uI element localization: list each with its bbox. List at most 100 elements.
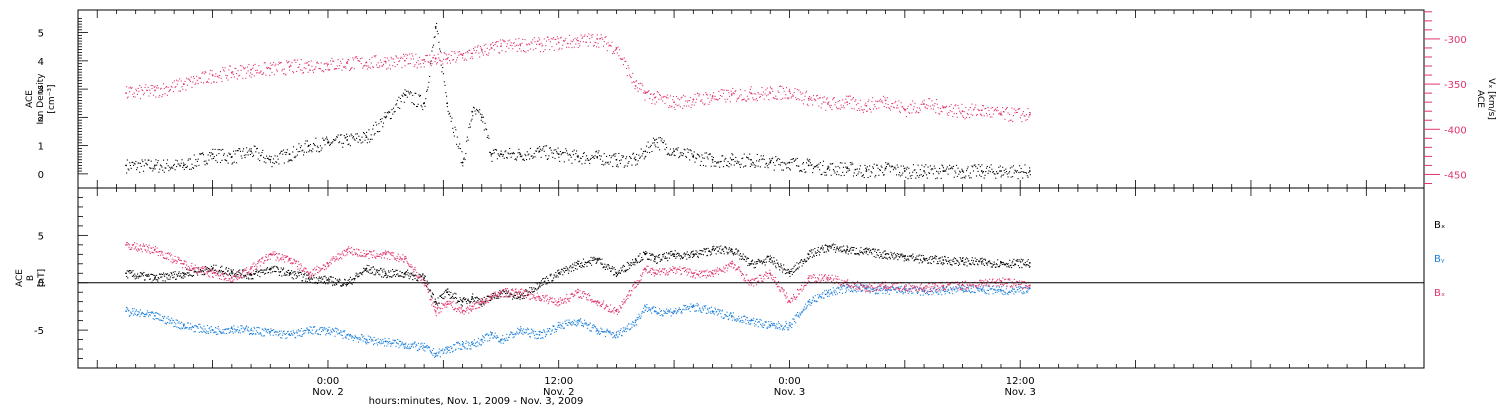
- data-point: [704, 251, 706, 253]
- data-point: [131, 271, 133, 273]
- data-point: [574, 37, 576, 39]
- data-point: [648, 147, 650, 149]
- data-point: [252, 330, 254, 332]
- data-point: [360, 273, 362, 275]
- data-point: [209, 269, 211, 272]
- data-point: [430, 351, 432, 353]
- data-point: [705, 165, 707, 167]
- data-point: [322, 71, 325, 73]
- data-point: [246, 147, 248, 149]
- data-point: [362, 67, 364, 69]
- data-point: [164, 315, 166, 317]
- data-point: [267, 271, 270, 274]
- data-point: [507, 296, 509, 298]
- data-point: [869, 250, 871, 252]
- data-point: [462, 297, 465, 299]
- data-point: [897, 253, 900, 256]
- data-point: [611, 155, 613, 157]
- data-point: [535, 47, 537, 49]
- data-point: [456, 302, 458, 304]
- data-point: [399, 60, 401, 62]
- data-point: [495, 148, 497, 151]
- data-point: [478, 342, 480, 344]
- data-point: [806, 158, 808, 160]
- data-point: [901, 253, 903, 255]
- data-point: [603, 153, 605, 155]
- data-point: [971, 103, 973, 105]
- data-point: [983, 264, 985, 267]
- data-point: [235, 273, 237, 275]
- data-point: [823, 171, 825, 173]
- data-point: [954, 263, 956, 265]
- data-point: [812, 168, 815, 170]
- data-point: [205, 330, 207, 332]
- data-point: [315, 330, 317, 332]
- data-point: [410, 92, 412, 94]
- data-point: [390, 270, 392, 272]
- data-point: [433, 36, 435, 38]
- data-point: [357, 60, 359, 62]
- data-point: [427, 347, 429, 349]
- data-point: [222, 329, 224, 331]
- data-point: [522, 49, 525, 52]
- data-point: [193, 271, 195, 273]
- data-point: [656, 313, 658, 315]
- data-point: [407, 272, 409, 274]
- data-point: [254, 145, 256, 147]
- data-point: [800, 93, 802, 95]
- data-point: [720, 252, 722, 254]
- data-point: [514, 333, 516, 335]
- data-point: [596, 34, 598, 36]
- data-point: [653, 96, 656, 99]
- data-point: [149, 314, 151, 316]
- data-point: [634, 88, 636, 90]
- data-point: [346, 62, 349, 65]
- data-point: [945, 170, 947, 172]
- data-point: [606, 50, 608, 52]
- data-point: [153, 312, 155, 315]
- data-point: [320, 149, 322, 151]
- data-point: [211, 70, 213, 72]
- data-point: [394, 339, 396, 341]
- data-point: [260, 271, 262, 274]
- data-point: [332, 138, 335, 141]
- data-point: [674, 154, 676, 157]
- data-point: [151, 311, 153, 313]
- data-point: [509, 153, 511, 155]
- data-point: [424, 346, 426, 348]
- data-point: [616, 164, 618, 166]
- data-point: [997, 266, 999, 268]
- data-point: [446, 351, 448, 353]
- data-point: [625, 330, 627, 333]
- data-point: [794, 87, 796, 90]
- data-point: [1013, 264, 1015, 266]
- data-point: [505, 150, 507, 152]
- data-point: [556, 326, 559, 328]
- data-point: [331, 142, 333, 144]
- data-point: [241, 157, 243, 159]
- data-point: [237, 150, 239, 152]
- data-point: [493, 296, 495, 298]
- data-point: [956, 260, 958, 262]
- data-point: [636, 153, 638, 156]
- data-point: [440, 52, 442, 54]
- data-point: [777, 262, 779, 264]
- data-point: [464, 158, 466, 161]
- data-point: [973, 108, 975, 110]
- data-point: [649, 308, 651, 311]
- data-point: [760, 155, 762, 157]
- data-point: [650, 308, 652, 310]
- data-point: [219, 331, 221, 333]
- data-point: [949, 110, 951, 112]
- data-point: [574, 324, 576, 326]
- data-point: [548, 155, 550, 157]
- data-point: [656, 91, 658, 93]
- data-point: [175, 278, 177, 281]
- data-point: [142, 312, 144, 314]
- data-point: [489, 337, 491, 339]
- data-point: [502, 154, 505, 156]
- data-point: [940, 110, 942, 112]
- data-point: [134, 278, 136, 280]
- data-point: [666, 252, 668, 254]
- data-point: [312, 148, 314, 150]
